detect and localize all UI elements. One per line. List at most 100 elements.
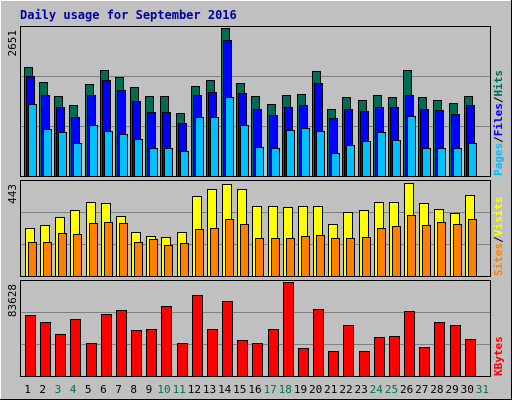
bar-pages: [149, 148, 158, 177]
chart-title: Daily usage for September 2016: [20, 8, 237, 22]
day-label: 2: [39, 383, 46, 396]
day-label: 17: [264, 383, 277, 396]
panel-kbytes: 83628 KBytes: [6, 280, 505, 377]
bar-kbytes: [40, 322, 51, 377]
bar-sites: [58, 233, 67, 277]
bar-kbytes: [434, 322, 445, 377]
day-label: 24: [370, 383, 384, 396]
legend-hits-files-pages: Pages/Files/Hits: [492, 70, 505, 176]
bar-pages: [437, 148, 446, 177]
bar-kbytes: [70, 319, 81, 377]
bar-kbytes: [450, 325, 461, 377]
bar-kbytes: [252, 343, 263, 377]
day-label: 30: [461, 383, 474, 396]
day-label: 21: [324, 383, 337, 396]
bar-pages: [301, 128, 310, 177]
legend-entry: KBytes: [492, 336, 505, 376]
day-label: 15: [233, 383, 246, 396]
day-label: 23: [354, 383, 367, 396]
bar-kbytes: [131, 330, 142, 377]
bar-kbytes: [177, 343, 188, 377]
bar-sites: [180, 243, 189, 277]
day-label: 5: [85, 383, 92, 396]
bar-sites: [104, 222, 113, 277]
bar-pages: [271, 148, 280, 177]
day-label: 22: [339, 383, 352, 396]
bar-kbytes: [101, 314, 112, 377]
day-labels: 1 2 3 4 5 6 7 8 9 10 11 12 13 14 15 16 17 18 19 20 21 22 23 24 2…: [24, 383, 489, 396]
bar-kbytes: [55, 334, 66, 377]
bar-pages: [468, 143, 477, 177]
bar-pages: [225, 97, 234, 177]
bar-sites: [346, 238, 355, 277]
bar-pages: [407, 116, 416, 177]
panel-hits-files-pages: 2651 Pages/Files/Hits: [6, 26, 505, 177]
panel-visits-sites: 443 Sites/Visits: [6, 180, 505, 277]
bar-sites: [149, 239, 158, 277]
bar-sites: [43, 242, 52, 277]
bar-sites: [392, 226, 401, 277]
bar-sites: [407, 215, 416, 277]
day-label: 20: [309, 383, 322, 396]
day-label: 14: [218, 383, 232, 396]
bar-sites: [195, 229, 204, 277]
legend-kbytes: KBytes: [492, 336, 505, 376]
bar-kbytes: [116, 310, 127, 377]
bar-pages: [180, 151, 189, 177]
ymax-label: 2651: [6, 30, 19, 57]
bar-kbytes: [161, 306, 172, 377]
bar-pages: [316, 131, 325, 177]
bar-sites: [28, 242, 37, 277]
bar-sites: [255, 238, 264, 277]
bar-pages: [453, 148, 462, 177]
bar-sites: [437, 222, 446, 277]
bar-kbytes: [283, 282, 294, 377]
day-label: 4: [70, 383, 77, 396]
bar-pages: [392, 140, 401, 177]
day-label: 11: [173, 383, 186, 396]
bar-kbytes: [419, 347, 430, 377]
bar-pages: [73, 143, 82, 177]
bar-pages: [422, 148, 431, 177]
day-label: 10: [157, 383, 170, 396]
day-label: 18: [279, 383, 292, 396]
bar-sites: [331, 238, 340, 277]
bar-kbytes: [268, 329, 279, 377]
bar-pages: [89, 125, 98, 177]
bar-sites: [240, 224, 249, 277]
bar-pages: [255, 147, 264, 177]
bar-sites: [119, 223, 128, 277]
bar-kbytes: [237, 340, 248, 377]
bar-kbytes: [359, 351, 370, 377]
bar-sites: [453, 224, 462, 277]
chart-panels: 2651Pages/Files/Hits443Sites/Visits83628…: [6, 26, 505, 377]
day-label: 8: [130, 383, 137, 396]
bar-sites: [301, 236, 310, 277]
bar-pages: [58, 132, 67, 177]
bar-pages: [164, 148, 173, 177]
day-label: 31: [476, 383, 489, 396]
ymax-label: 83628: [6, 284, 19, 317]
bar-kbytes: [389, 336, 400, 377]
bar-pages: [195, 117, 204, 177]
bar-kbytes: [465, 339, 476, 377]
day-label: 19: [294, 383, 307, 396]
legend-entry: Visits: [492, 197, 505, 237]
legend-separator: /: [492, 136, 505, 143]
day-label: 16: [248, 383, 261, 396]
bar-pages: [119, 134, 128, 177]
bar-sites: [271, 238, 280, 277]
bar-pages: [43, 129, 52, 177]
bar-sites: [225, 219, 234, 277]
bar-pages: [134, 139, 143, 177]
bar-kbytes: [192, 295, 203, 377]
bar-kbytes: [86, 343, 97, 377]
bar-kbytes: [25, 315, 36, 377]
bar-sites: [286, 238, 295, 277]
bar-sites: [468, 219, 477, 277]
bar-kbytes: [374, 337, 385, 377]
bar-pages: [377, 132, 386, 177]
bar-sites: [89, 223, 98, 277]
day-label: 28: [430, 383, 443, 396]
